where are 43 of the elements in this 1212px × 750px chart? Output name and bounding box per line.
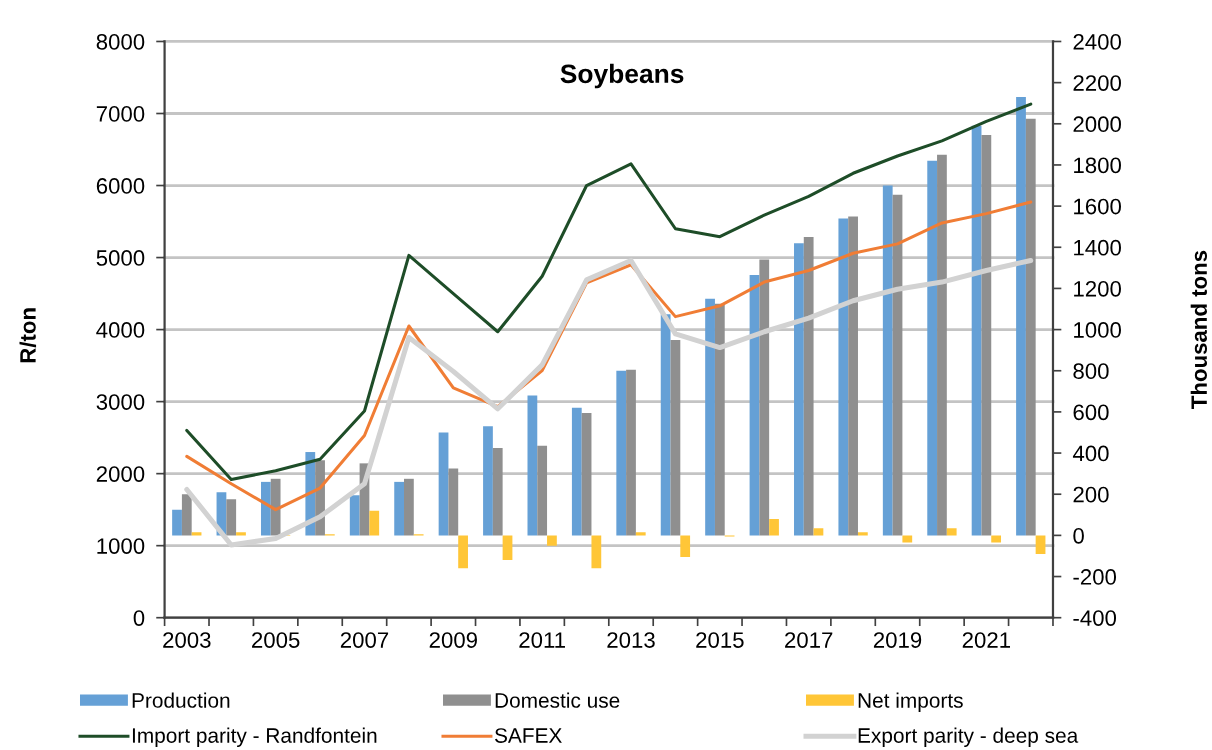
x-tick-label: 2021	[962, 632, 1010, 648]
y2-tick-label: 1000	[1074, 322, 1121, 338]
x-tick-label: 2007	[340, 632, 389, 648]
y-tick-label: 1000	[97, 538, 145, 554]
y-tick-label: 3000	[96, 394, 145, 410]
y2-tick-label: 600	[1073, 404, 1109, 421]
y-axis-title: R/ton	[19, 308, 37, 363]
y2-tick-label: 800	[1073, 363, 1109, 380]
legend-label: Net imports	[858, 692, 963, 712]
legend-label: Production	[132, 692, 230, 708]
legend-label: Import parity - Randfontein	[132, 727, 377, 747]
x-tick-label: 2003	[163, 632, 211, 648]
y2-tick-label: 400	[1072, 445, 1109, 462]
text: Soybeans	[560, 63, 684, 89]
legend-label: SAFEX	[494, 728, 562, 743]
y-tick-label: 8000	[96, 34, 145, 50]
x-tick-label: 2009	[429, 632, 477, 648]
y2-tick-label: -400	[1073, 610, 1117, 626]
y2-tick-label: 2000	[1073, 116, 1121, 133]
y-tick-label: 6000	[96, 178, 145, 194]
x-tick-label: 2015	[696, 632, 744, 648]
legend-label: Domestic use	[495, 692, 620, 708]
legend-label: Export parity - deep sea	[858, 727, 1079, 747]
y-tick-label: 4000	[96, 322, 145, 338]
x-tick-label: 2005	[252, 632, 300, 648]
x-tick-label: 2017	[785, 632, 833, 648]
y2-tick-label: 1600	[1074, 198, 1121, 215]
y2-tick-label: -200	[1073, 569, 1117, 585]
y-tick-label: 7000	[96, 106, 145, 122]
y2-axis-title: Thousand tons	[1190, 250, 1208, 409]
x-tick-label: 2013	[607, 632, 655, 648]
y2-tick-label: 200	[1073, 486, 1109, 503]
y2-tick-label: 1400	[1074, 239, 1121, 256]
x-tick-label: 2019	[873, 632, 922, 648]
y-tick-label: 2000	[96, 466, 145, 482]
x-tick-label: 2011	[519, 632, 565, 648]
y2-tick-label: 1200	[1074, 280, 1121, 297]
y2-tick-label: 2200	[1073, 75, 1121, 91]
y2-tick-label: 1800	[1074, 157, 1121, 174]
y-tick-label: 0	[133, 610, 145, 626]
y-tick-label: 5000	[96, 250, 145, 266]
y2-tick-label: 0	[1073, 527, 1084, 544]
y2-tick-label: 2400	[1073, 34, 1121, 50]
